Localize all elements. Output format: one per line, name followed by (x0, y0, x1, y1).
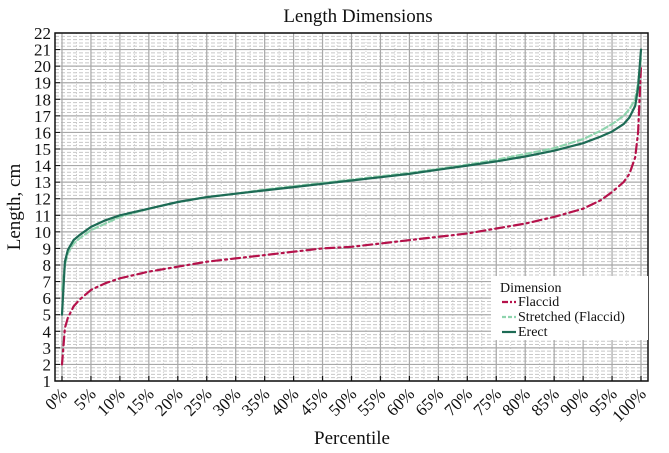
y-tick-label: 10 (34, 223, 51, 242)
series-line-erect (60, 48, 643, 316)
x-tick-label: 90% (556, 384, 591, 419)
x-tick-label: 55% (354, 384, 389, 419)
y-tick-label: 8 (43, 256, 52, 275)
y-tick-label: 20 (34, 57, 51, 76)
x-tick-label: 20% (151, 384, 186, 419)
x-tick-label: 100% (608, 384, 649, 425)
x-tick-label: 45% (296, 384, 331, 419)
y-axis-label: Length, cm (4, 164, 25, 251)
y-tick-label: 9 (43, 239, 52, 258)
legend-box (491, 276, 648, 340)
y-tick-label: 11 (35, 206, 51, 225)
x-tick-label: 80% (499, 384, 534, 419)
y-tick-label: 14 (34, 157, 52, 176)
legend-title: Dimension (500, 281, 561, 296)
x-tick-label: 40% (267, 384, 302, 419)
y-tick-label: 5 (43, 306, 52, 325)
y-tick-label: 1 (43, 372, 52, 391)
legend-label: Stretched (Flaccid) (518, 310, 625, 325)
x-tick-label: 70% (441, 384, 476, 419)
y-tick-label: 19 (34, 74, 51, 93)
x-tick-label: 60% (383, 384, 418, 419)
y-tick-label: 16 (34, 123, 51, 142)
y-tick-label: 2 (43, 355, 52, 374)
x-tick-label: 25% (180, 384, 215, 419)
x-tick-label: 50% (325, 384, 360, 419)
y-tick-label: 15 (34, 140, 51, 159)
series-lines (60, 48, 643, 366)
chart-title: Length Dimensions (283, 6, 432, 27)
x-tick-label: 10% (93, 384, 128, 419)
y-tick-label: 17 (34, 107, 52, 126)
y-tick-label: 3 (43, 339, 52, 358)
y-tick-label: 12 (34, 190, 51, 209)
legend-label: Flaccid (518, 295, 559, 310)
y-tick-label: 22 (34, 24, 51, 43)
y-tick-label: 18 (34, 90, 51, 109)
x-tick-label: 30% (209, 384, 244, 419)
series-line-flaccid (60, 64, 643, 366)
x-tick-label: 35% (238, 384, 273, 419)
legend-label: Erect (518, 325, 548, 340)
y-tick-label: 6 (43, 289, 52, 308)
x-axis-ticks: 0% 5%10%15%20%25%30%35%40%45%50%55%60%65%… (41, 376, 650, 426)
x-tick-label: 15% (122, 384, 157, 419)
x-tick-label: 85% (528, 384, 563, 419)
x-tick-label: 65% (412, 384, 447, 419)
y-tick-label: 7 (43, 273, 52, 292)
y-tick-label: 4 (43, 322, 52, 341)
y-tick-label: 21 (34, 41, 51, 60)
x-axis-label: Percentile (314, 428, 390, 449)
x-tick-label: 75% (470, 384, 505, 419)
y-tick-label: 13 (34, 173, 51, 192)
